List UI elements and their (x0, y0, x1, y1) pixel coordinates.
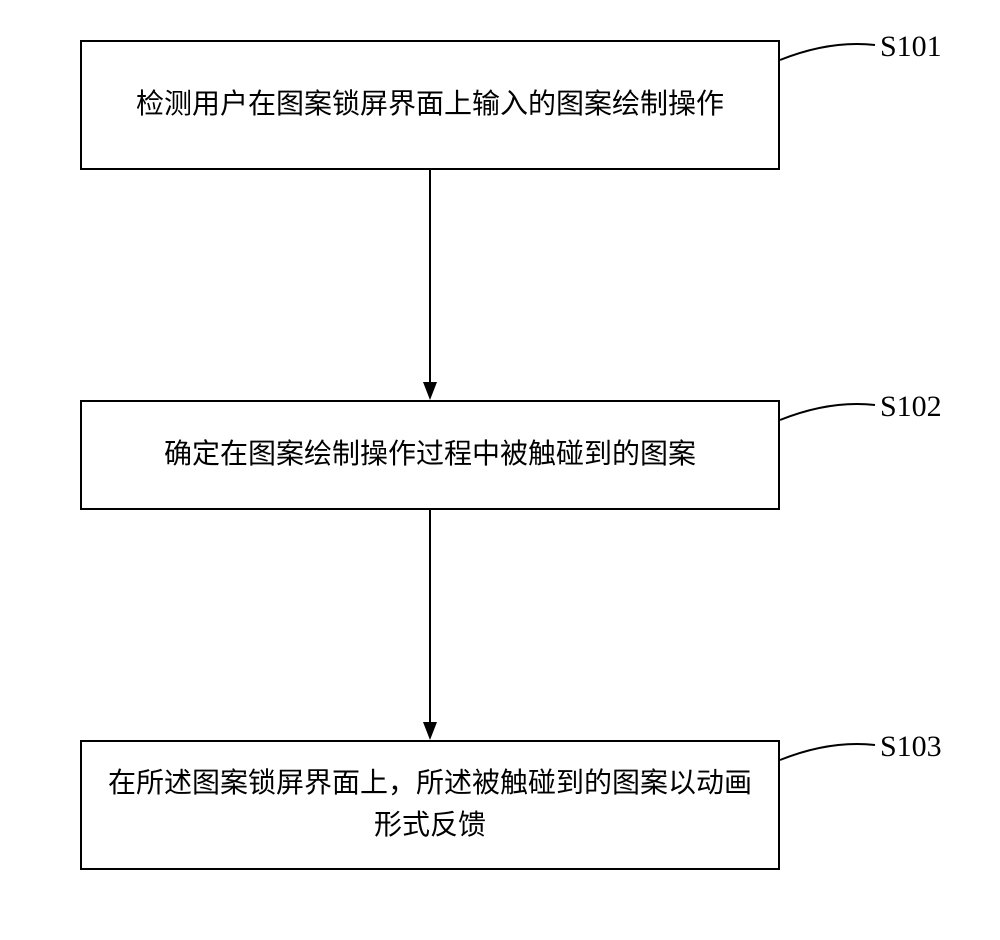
step-label-s103: S103 (880, 730, 942, 764)
flowchart-canvas: 检测用户在图案锁屏界面上输入的图案绘制操作 S101 确定在图案绘制操作过程中被… (0, 0, 1000, 940)
leader-s103 (0, 0, 1000, 940)
